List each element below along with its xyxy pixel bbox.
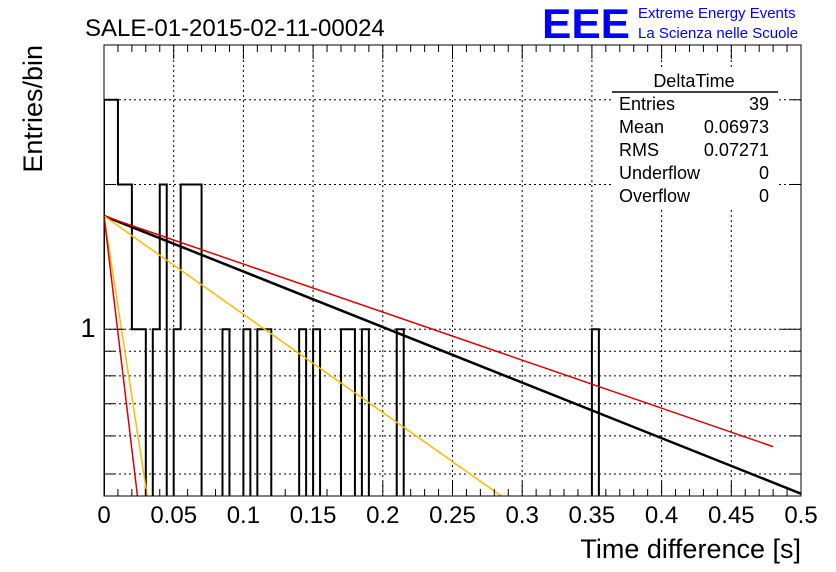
logo-line-1: Extreme Energy Events (638, 5, 796, 22)
y-tick-label-1: 1 (80, 313, 95, 343)
fit-line (104, 215, 502, 496)
x-tick-label: 0.05 (150, 502, 197, 529)
stats-underflow-value: 0 (759, 163, 769, 183)
y-axis-label: Entries/bin (18, 45, 48, 173)
stats-box-title: DeltaTime (653, 71, 734, 91)
stats-overflow-label: Overflow (619, 186, 691, 206)
fit-line (104, 215, 148, 496)
x-tick-label: 0.3 (506, 502, 539, 529)
x-tick-label: 0.45 (708, 502, 755, 529)
x-tick-label: 0.35 (569, 502, 616, 529)
axis-ticks (103, 45, 802, 496)
x-tick-label: 0.4 (645, 502, 678, 529)
stats-box: DeltaTime Entries 39 Mean 0.06973 RMS 0.… (612, 68, 778, 208)
stats-rms-value: 0.07271 (704, 140, 769, 160)
fit-line (104, 215, 139, 496)
chart-title: SALE-01-2015-02-11-00024 (85, 15, 385, 42)
x-tick-label: 0.15 (290, 502, 337, 529)
stats-mean-label: Mean (619, 117, 664, 137)
fit-line (104, 215, 774, 448)
stats-overflow-value: 0 (759, 186, 769, 206)
x-tick-labels: 0 0.05 0.1 0.15 0.2 0.25 0.3 0.35 0.4 0.45 0.5 (97, 502, 817, 529)
histogram (104, 98, 600, 496)
eee-logo: EEE Extreme Energy Events La Scienza nel… (542, 0, 798, 47)
eee-logo-letters: EEE (542, 0, 630, 47)
x-tick-label: 0.1 (227, 502, 260, 529)
x-tick-label: 0.2 (366, 502, 399, 529)
fit-line (104, 214, 801, 495)
logo-line-2: La Scienza nelle Scuole (638, 25, 798, 42)
histogram-outline (104, 98, 600, 496)
stats-entries-value: 39 (749, 94, 769, 114)
x-tick-label: 0.25 (429, 502, 476, 529)
stats-mean-value: 0.06973 (704, 117, 769, 137)
x-axis-label: Time difference [s] (580, 534, 801, 564)
fit-lines (104, 214, 801, 496)
x-tick-label: 0 (97, 502, 110, 529)
stats-underflow-label: Underflow (619, 163, 701, 183)
stats-rms-label: RMS (619, 140, 659, 160)
stats-entries-label: Entries (619, 94, 675, 114)
x-tick-label: 0.5 (784, 502, 817, 529)
